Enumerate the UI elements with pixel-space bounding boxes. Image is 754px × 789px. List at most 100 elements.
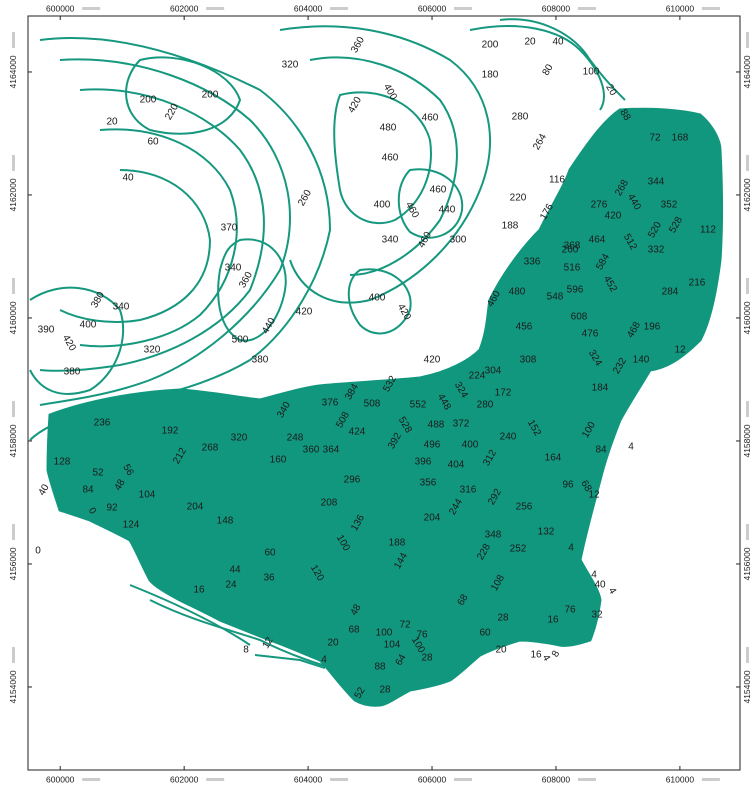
contour-label: 456: [516, 322, 533, 333]
contour-label: 168: [672, 133, 689, 144]
contour-label: 380: [252, 355, 269, 366]
contour-label: 196: [644, 322, 661, 333]
contour-label: 4: [568, 543, 574, 554]
y-tick-label: 4156000: [8, 547, 18, 580]
tick-scale-bar: [12, 401, 15, 417]
contour-label: 372: [453, 419, 470, 430]
contour-label: 180: [482, 70, 499, 81]
contour-label: 320: [282, 60, 299, 71]
contour-label: 84: [595, 445, 607, 456]
contour-label: 36: [263, 573, 275, 584]
page: 6000006000006020006020006040006040006060…: [0, 0, 754, 789]
contour-label: 320: [144, 345, 161, 356]
contour-label: 376: [322, 398, 339, 409]
contour-label: 60: [264, 548, 276, 559]
x-tick-label: 602000: [170, 774, 199, 784]
contour-label: 404: [448, 460, 465, 471]
contour-label: 352: [661, 200, 678, 211]
contour-label: 16: [193, 585, 205, 596]
contour-label: 396: [415, 457, 432, 468]
contour-label: 200: [482, 40, 499, 51]
contour-label: 370: [221, 223, 238, 234]
contour-label: 0: [35, 546, 41, 557]
contour-label: 400: [374, 200, 391, 211]
tick-scale-bar: [702, 7, 720, 10]
tick-scale-bar: [12, 32, 15, 48]
contour-label: 44: [229, 565, 241, 576]
tick-scale-bar: [12, 524, 15, 540]
tick-scale-bar: [746, 524, 749, 540]
contour-label: 284: [662, 287, 679, 298]
x-tick-label: 610000: [666, 3, 695, 13]
contour-label: 316: [460, 485, 477, 496]
y-tick-label: 4164000: [8, 55, 18, 88]
x-tick-label: 606000: [418, 774, 447, 784]
contour-label: 40: [552, 37, 564, 48]
contour-label: 460: [430, 185, 447, 196]
contour-label: 500: [232, 335, 249, 346]
contour-label: 188: [502, 221, 519, 232]
contour-label: 320: [231, 433, 248, 444]
contour-label: 20: [327, 638, 339, 649]
contour-label: 256: [516, 502, 533, 513]
tick-scale-bar: [578, 7, 596, 10]
contour-label: 40: [122, 173, 134, 184]
contour-label: 8: [243, 645, 249, 656]
contour-label: 104: [384, 640, 401, 651]
contour-label: 164: [545, 453, 562, 464]
contour-label: 240: [500, 432, 517, 443]
contour-label: 340: [113, 302, 130, 313]
contour-label: 400: [369, 293, 386, 304]
contour-label: 132: [538, 527, 555, 538]
contour-label: 140: [633, 355, 650, 366]
contour-label: 24: [225, 580, 237, 591]
contour-label: 380: [64, 367, 81, 378]
map: 6000006000006020006020006040006040006060…: [0, 0, 754, 789]
contour-label: 84: [82, 485, 94, 496]
contour-label: 92: [106, 503, 118, 514]
contour-label: 420: [296, 307, 313, 318]
contour-label: 508: [364, 399, 381, 410]
contour-label: 476: [582, 329, 599, 340]
x-tick-label: 600000: [46, 3, 75, 13]
x-tick-label: 610000: [666, 774, 695, 784]
contour-label: 100: [583, 67, 600, 78]
tick-scale-bar: [330, 7, 348, 10]
contour-label: 68: [348, 625, 360, 636]
contour-label: 340: [382, 235, 399, 246]
contour-label: 76: [564, 605, 576, 616]
y-tick-label: 4160000: [8, 301, 18, 334]
tick-scale-bar: [454, 778, 472, 781]
x-tick-label: 600000: [46, 774, 75, 784]
tick-scale-bar: [454, 7, 472, 10]
contour-label: 60: [147, 137, 159, 148]
tick-scale-bar: [746, 155, 749, 171]
contour-label: 204: [187, 502, 204, 513]
contour-label: 460: [382, 153, 399, 164]
contour-label: 420: [424, 355, 441, 366]
contour-label: 216: [689, 278, 706, 289]
contour-label: 364: [323, 445, 340, 456]
contour-label: 236: [94, 418, 111, 429]
x-tick-label: 608000: [542, 3, 571, 13]
contour-label: 204: [424, 513, 441, 524]
contour-label: 400: [462, 440, 479, 451]
y-tick-label: 4154000: [8, 670, 18, 703]
tick-scale-bar: [330, 778, 348, 781]
y-tick-label: 4154000: [742, 670, 752, 703]
contour-label: 16: [547, 615, 559, 626]
contour-label: 248: [287, 433, 304, 444]
contour-label: 12: [588, 490, 600, 501]
contour-label: 356: [420, 478, 437, 489]
contour-label: 252: [510, 544, 527, 555]
contour-label: 360: [303, 445, 320, 456]
y-tick-label: 4162000: [8, 178, 18, 211]
y-tick-label: 4164000: [742, 55, 752, 88]
contour-label: 104: [139, 490, 156, 501]
contour-label: 390: [38, 325, 55, 336]
contour-label: 52: [92, 468, 104, 479]
x-tick-label: 606000: [418, 3, 447, 13]
x-tick-label: 604000: [294, 3, 323, 13]
contour-label: 276: [591, 200, 608, 211]
contour-label: 400: [80, 320, 97, 331]
